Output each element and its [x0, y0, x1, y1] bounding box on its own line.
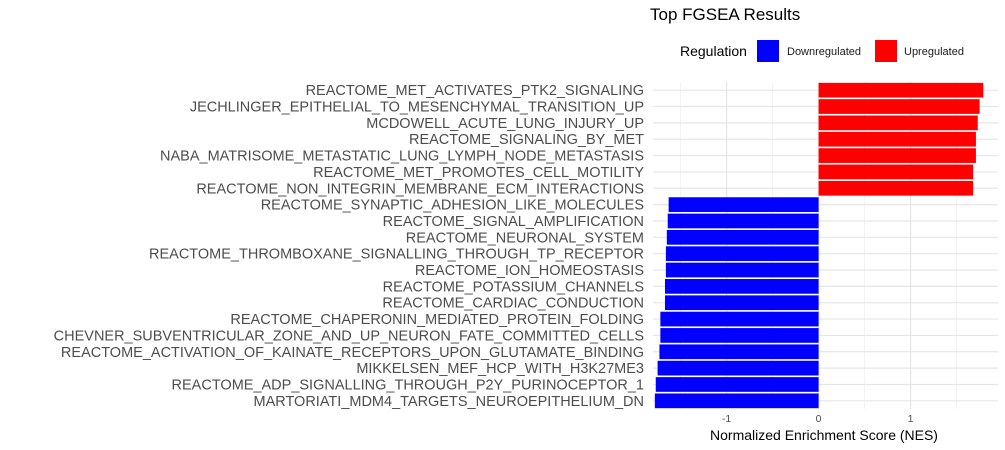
- category-label: NABA_MATRISOME_METASTATIC_LUNG_LYMPH_NOD…: [160, 149, 644, 165]
- legend-label-upregulated: Upregulated: [904, 46, 964, 58]
- bar: [655, 377, 819, 392]
- bar: [818, 131, 976, 147]
- bar: [818, 99, 980, 114]
- bar: [818, 115, 978, 131]
- category-label: MARTORIATI_MDM4_TARGETS_NEUROEPITHELIUM_…: [254, 394, 645, 410]
- category-label: MIKKELSEN_MEF_HCP_WITH_H3K27ME3: [356, 361, 644, 377]
- bar: [664, 279, 819, 294]
- category-label: REACTOME_CHAPERONIN_MEDIATED_PROTEIN_FOL…: [230, 312, 644, 328]
- category-label: REACTOME_NEURONAL_SYSTEM: [406, 230, 644, 246]
- x-axis-ticks: -1 0 1: [722, 413, 914, 425]
- bar: [659, 344, 819, 360]
- category-label: REACTOME_NON_INTEGRIN_MEMBRANE_ECM_INTER…: [196, 181, 644, 197]
- bar: [665, 262, 819, 278]
- bar: [654, 393, 819, 409]
- bar: [657, 360, 819, 376]
- legend-swatch-downregulated: [757, 40, 779, 62]
- bar: [818, 164, 974, 180]
- category-label: REACTOME_SIGNAL_AMPLIFICATION: [383, 214, 644, 230]
- category-label: REACTOME_THROMBOXANE_SIGNALLING_THROUGH_…: [149, 247, 644, 263]
- legend-label-downregulated: Downregulated: [787, 46, 861, 58]
- category-label: CHEVNER_SUBVENTRICULAR_ZONE_AND_UP_NEURO…: [54, 328, 644, 344]
- x-tick-label: 1: [908, 413, 914, 425]
- bar: [668, 197, 819, 212]
- x-axis-title: Normalized Enrichment Score (NES): [710, 427, 938, 443]
- bar: [664, 295, 819, 311]
- chart-title: Top FGSEA Results: [650, 5, 800, 24]
- x-tick-label: 0: [816, 413, 822, 425]
- category-label: REACTOME_SYNAPTIC_ADHESION_LIKE_MOLECULE…: [261, 198, 644, 214]
- bar: [818, 148, 976, 163]
- bar: [660, 328, 819, 343]
- category-labels: REACTOME_MET_ACTIVATES_PTK2_SIGNALINGJEC…: [54, 83, 645, 410]
- category-label: REACTOME_MET_PROMOTES_CELL_MOTILITY: [313, 165, 644, 181]
- bar: [818, 180, 974, 196]
- legend-swatch-upregulated: [875, 40, 897, 62]
- bar: [818, 82, 984, 98]
- category-label: REACTOME_ACTIVATION_OF_KAINATE_RECEPTORS…: [61, 345, 644, 361]
- category-label: REACTOME_ION_HOMEOSTASIS: [415, 263, 644, 279]
- category-label: REACTOME_CARDIAC_CONDUCTION: [382, 296, 644, 312]
- bar: [667, 213, 819, 229]
- bars: [654, 82, 984, 409]
- bar: [660, 311, 819, 327]
- bar: [665, 246, 819, 262]
- legend: Regulation Downregulated Upregulated: [680, 40, 964, 62]
- category-label: REACTOME_SIGNALING_BY_MET: [409, 132, 644, 148]
- legend-title: Regulation: [680, 43, 747, 59]
- category-label: REACTOME_ADP_SIGNALLING_THROUGH_P2Y_PURI…: [172, 377, 644, 393]
- bar: [666, 229, 819, 245]
- category-label: JECHLINGER_EPITHELIAL_TO_MESENCHYMAL_TRA…: [190, 100, 644, 116]
- plot-grid: [653, 82, 998, 409]
- category-label: REACTOME_POTASSIUM_CHANNELS: [383, 279, 644, 295]
- category-label: MCDOWELL_ACUTE_LUNG_INJURY_UP: [366, 116, 644, 132]
- x-tick-label: -1: [722, 413, 731, 425]
- category-label: REACTOME_MET_ACTIVATES_PTK2_SIGNALING: [306, 83, 644, 99]
